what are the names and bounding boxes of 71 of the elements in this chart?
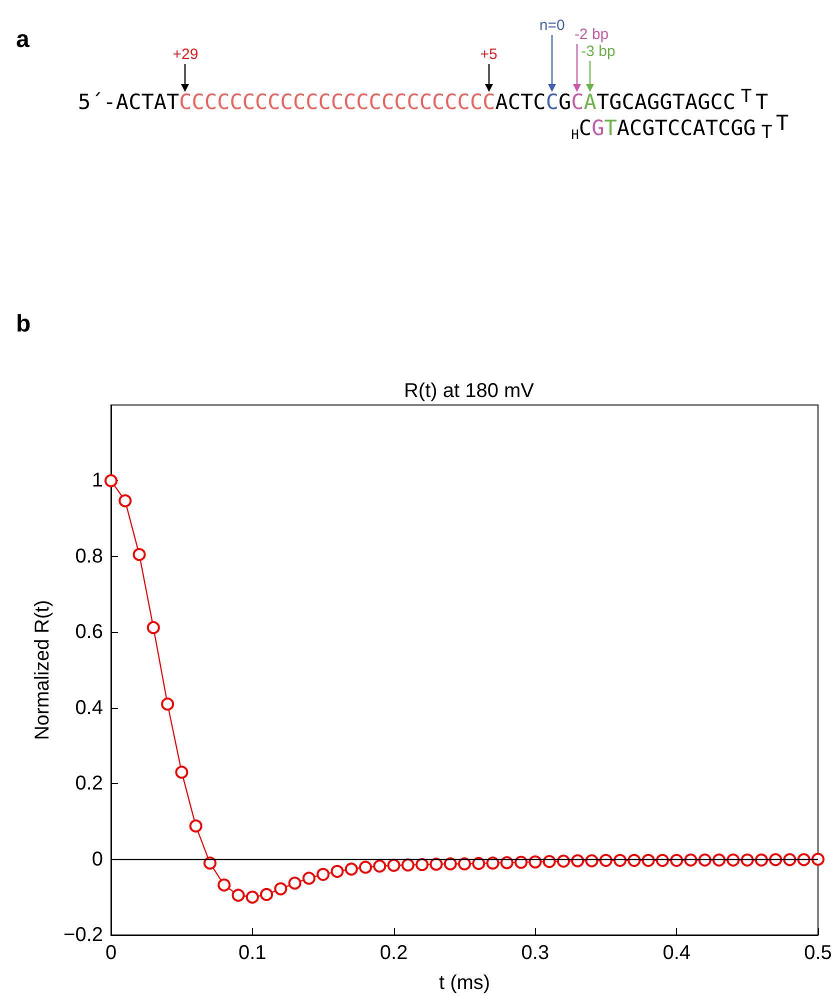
- point: [218, 878, 231, 892]
- y-tick-label: −0.2: [64, 924, 103, 946]
- x-tick-label: 0: [105, 942, 117, 964]
- point: [232, 888, 245, 902]
- x-tick-label: 0.2: [380, 942, 408, 964]
- text: n=0: [539, 17, 565, 34]
- text: TGCAGGTAGCC: [596, 90, 736, 114]
- text: T: [604, 116, 617, 140]
- text: T: [761, 122, 772, 143]
- text: -2 bp: [574, 26, 609, 43]
- x-axis-title: t (ms): [438, 972, 490, 994]
- text: CCCCCCCCCCCCCCCCCCCCCCCCC: [179, 90, 496, 114]
- point: [500, 856, 514, 870]
- text: H: [571, 128, 579, 143]
- point: [260, 888, 274, 901]
- point: [288, 876, 302, 890]
- y-tick-label: 0.6: [75, 621, 103, 644]
- text: +29: [172, 46, 198, 63]
- y-tick-label: 0.2: [75, 772, 103, 795]
- point: [416, 858, 429, 872]
- y-axis-title: Normalized R(t): [32, 600, 54, 740]
- text: 5´-ACTAT: [78, 90, 180, 114]
- point: [132, 548, 146, 562]
- text: C: [578, 116, 592, 140]
- x-tick-label: 0.4: [662, 942, 691, 964]
- text: T: [756, 90, 768, 114]
- point: [812, 852, 824, 866]
- point: [401, 858, 414, 872]
- text: -3 bp: [581, 43, 616, 60]
- point: [330, 864, 344, 878]
- chart-title: R(t) at 180 mV: [404, 380, 535, 402]
- text: G: [592, 116, 604, 140]
- y-tick-label: 0.8: [75, 545, 103, 568]
- point: [344, 862, 358, 876]
- point: [175, 766, 188, 779]
- point: [274, 882, 288, 896]
- text: C: [571, 90, 584, 114]
- text: ACGTCCATCGG: [616, 116, 756, 140]
- point: [458, 857, 471, 870]
- text: T: [740, 86, 752, 107]
- point: [373, 860, 386, 873]
- point: [387, 858, 400, 872]
- y-tick-label: 0.4: [75, 696, 103, 719]
- point: [203, 856, 216, 870]
- point: [444, 857, 457, 870]
- point: [161, 698, 174, 711]
- text: a: [16, 26, 30, 54]
- x-tick-label: 0.3: [521, 942, 550, 964]
- point: [486, 856, 500, 870]
- x-tick-label: 0.1: [238, 942, 266, 964]
- text: A: [584, 90, 596, 114]
- text: T: [776, 111, 789, 135]
- point: [302, 872, 316, 885]
- point: [118, 494, 132, 508]
- point: [316, 868, 330, 881]
- text: G: [558, 90, 572, 114]
- text: C: [546, 90, 558, 114]
- text: ACTC: [495, 90, 546, 114]
- y-tick-label: 1: [92, 470, 103, 492]
- point: [189, 819, 202, 832]
- point: [472, 856, 486, 870]
- point: [430, 858, 443, 871]
- point: [514, 856, 528, 869]
- text: +5: [480, 46, 498, 63]
- point: [146, 621, 160, 634]
- point: [246, 890, 259, 904]
- text: b: [16, 310, 31, 338]
- x-tick-label: 0.5: [804, 942, 832, 964]
- point: [359, 860, 372, 874]
- y-tick-label: 0: [92, 848, 103, 870]
- point: [104, 474, 118, 488]
